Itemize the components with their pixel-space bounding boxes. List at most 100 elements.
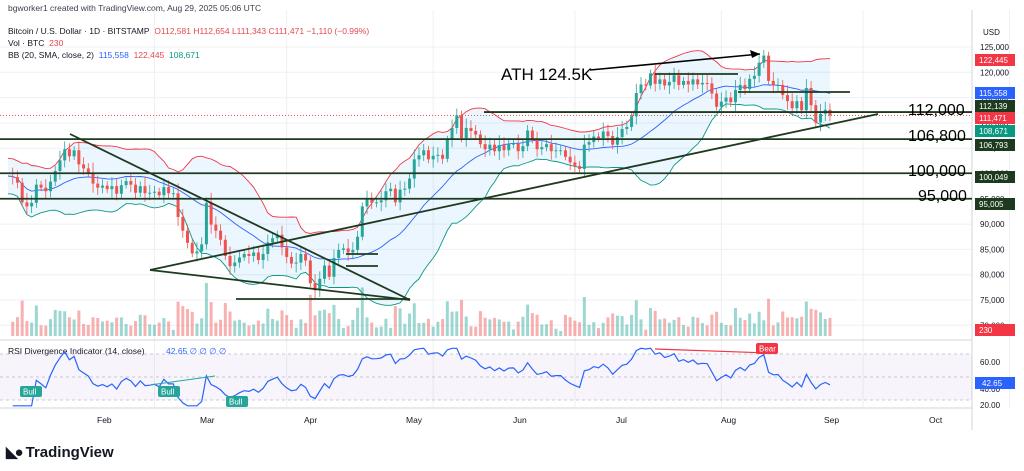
- divergence-tag-label: Bull: [229, 398, 243, 407]
- volume-bar: [767, 298, 771, 336]
- volume-bar: [186, 309, 190, 336]
- candle-body: [176, 193, 180, 218]
- candle-body: [271, 238, 275, 243]
- volume-bar: [252, 324, 256, 336]
- candle-body: [441, 154, 445, 159]
- rsi-values: 42.65 ∅ ∅ ∅ ∅: [166, 346, 227, 356]
- volume-bar: [431, 326, 435, 336]
- volume-bar: [582, 297, 586, 336]
- candle-body: [729, 97, 733, 103]
- trend-line: [69, 133, 411, 301]
- candle-body: [403, 188, 407, 190]
- divergence-tag: [158, 386, 180, 397]
- candle-body: [573, 162, 577, 166]
- level-label-112000: 112,000: [908, 102, 965, 119]
- volume-bar: [691, 316, 695, 336]
- volume-bar: [341, 328, 345, 336]
- bollinger-upper-line: [7, 50, 831, 234]
- rsi-current-badge: [975, 377, 1015, 389]
- volume-bar: [138, 314, 142, 336]
- ath-annotation: ATH 124.5K: [501, 65, 593, 84]
- volume-bar: [370, 322, 374, 336]
- volume-bar: [507, 321, 511, 336]
- price-badge-label: 115,558: [979, 89, 1008, 98]
- candle-body: [767, 55, 771, 81]
- rsi-tick-label: 60.00: [980, 358, 1001, 367]
- price-badge: [975, 87, 1015, 99]
- volume-bar: [115, 317, 119, 336]
- candle-body: [162, 187, 166, 196]
- price-tick-label: 85,000: [980, 245, 1005, 254]
- volume-bar: [247, 325, 251, 336]
- volume-bar: [460, 299, 464, 336]
- volume-bar: [403, 323, 407, 336]
- candle-body: [214, 224, 218, 231]
- candle-body: [157, 191, 161, 196]
- price-badge-label: 108,671: [979, 127, 1008, 136]
- volume-bar: [573, 320, 577, 336]
- candle-body: [143, 186, 147, 194]
- price-badge-label: 106,793: [979, 141, 1008, 150]
- candle-body: [105, 185, 109, 190]
- candle-body: [15, 177, 19, 183]
- candle-body: [129, 181, 133, 185]
- volume-bar: [389, 327, 393, 336]
- time-axis[interactable]: Feb Mar Apr May Jun Jul Aug Sep Oct: [97, 415, 943, 425]
- rsi-label: RSI Divergence Indicator (14, close): [8, 346, 145, 356]
- candle-body: [630, 116, 634, 127]
- bollinger-legend[interactable]: BB (20, SMA, close, 2) 115,558 122,445 1…: [8, 50, 200, 60]
- candle-body: [488, 144, 492, 150]
- volume-bar: [663, 318, 667, 336]
- candle-body: [762, 55, 766, 63]
- candle-body: [318, 278, 322, 291]
- tradingview-logo[interactable]: ◣● TradingView: [6, 443, 114, 462]
- volume-legend[interactable]: Vol · BTC 230: [8, 38, 63, 48]
- candle-body: [710, 83, 714, 94]
- volume-bar: [535, 314, 539, 336]
- candle-body: [252, 252, 256, 256]
- time-axis-label: Jul: [616, 415, 627, 425]
- volume-bar: [545, 324, 549, 336]
- candle-body: [663, 79, 667, 86]
- candle-body: [634, 93, 638, 117]
- trend-lines: [0, 50, 972, 301]
- candle-body: [115, 186, 119, 194]
- volume-bar: [559, 331, 563, 336]
- candle-body: [289, 256, 293, 264]
- volume-bar: [53, 309, 57, 336]
- candle-body: [63, 149, 67, 161]
- volume-bar: [96, 318, 100, 336]
- candle-body: [365, 199, 369, 207]
- candle-body: [412, 159, 416, 179]
- volume-bar: [63, 311, 67, 336]
- volume-bar: [44, 325, 48, 336]
- volume-bar: [620, 316, 624, 336]
- volume-bar: [488, 319, 492, 336]
- candle-body: [285, 247, 289, 257]
- price-tick-label: 75,000: [980, 296, 1005, 305]
- bear-divergence-line: [654, 348, 769, 354]
- volume-bar: [365, 317, 369, 336]
- volume-bar: [445, 301, 449, 336]
- volume-bar: [337, 319, 341, 336]
- volume-bar: [195, 323, 199, 336]
- rsi-pane[interactable]: RSI Divergence Indicator (14, close) 42.…: [0, 343, 1015, 410]
- brand-name: TradingView: [25, 443, 114, 461]
- volume-bar: [752, 323, 756, 336]
- volume-bar: [157, 322, 161, 336]
- candle-body: [691, 79, 695, 85]
- volume-bar: [497, 319, 501, 336]
- candle-body: [601, 131, 605, 139]
- candle-body: [597, 136, 600, 139]
- price-axis-unit: USD: [983, 28, 1000, 37]
- volume-value: 230: [49, 38, 64, 48]
- volume-bar: [611, 313, 615, 336]
- symbol-legend[interactable]: Bitcoin / U.S. Dollar · 1D · BITSTAMP O1…: [8, 26, 369, 36]
- volume-bar: [25, 321, 29, 336]
- volume-bar: [327, 313, 331, 336]
- candle-body: [332, 258, 336, 277]
- candle-body: [521, 146, 525, 152]
- volume-bar: [790, 317, 794, 336]
- divergence-tag-label: Bull: [161, 388, 175, 397]
